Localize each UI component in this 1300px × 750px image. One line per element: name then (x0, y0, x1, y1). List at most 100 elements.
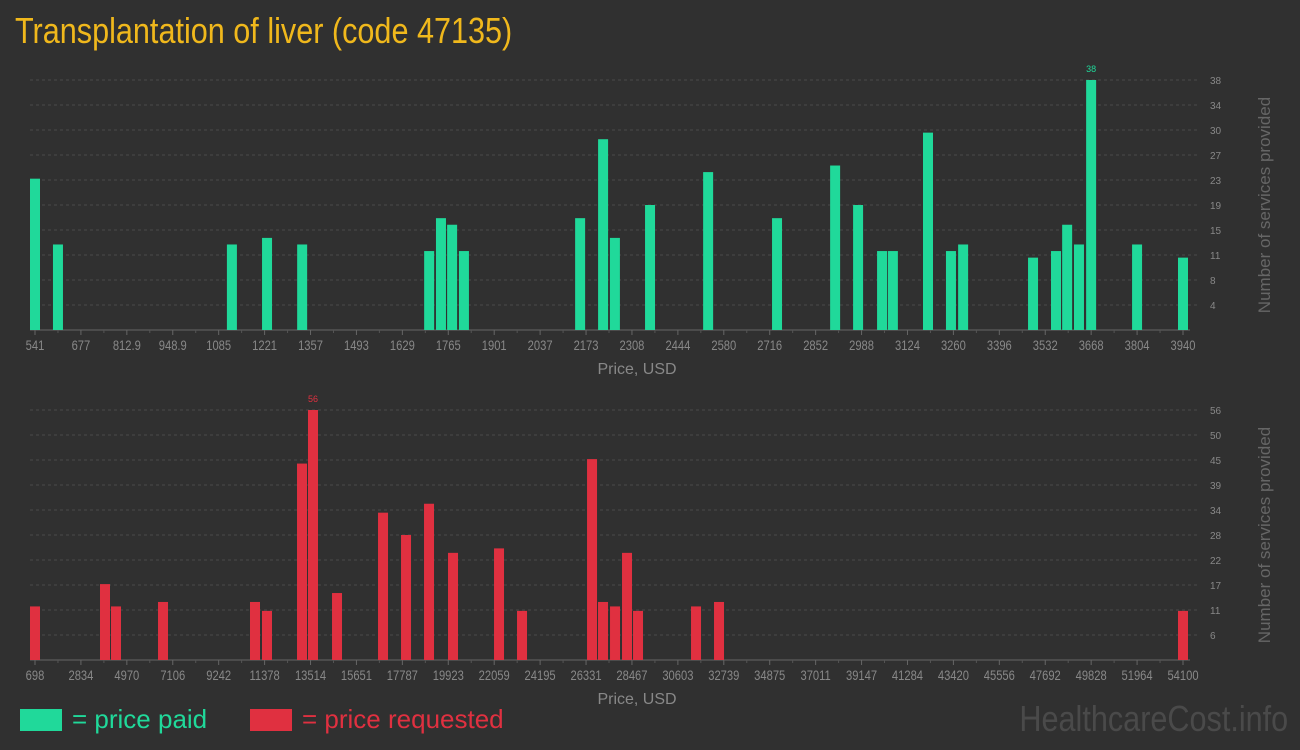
x-tick-label: 22059 (479, 668, 510, 683)
x-tick-label: 1901 (482, 338, 507, 353)
bar (877, 251, 888, 330)
page-title: Transplantation of liver (code 47135) (15, 10, 513, 51)
watermark: HealthcareCost.info (1019, 698, 1288, 739)
bar (30, 606, 40, 660)
x-tick-label: 2834 (68, 668, 93, 683)
bar (714, 601, 725, 660)
bar (645, 205, 656, 330)
x-tick-label: 45556 (984, 668, 1015, 683)
x-tick-label: 24195 (525, 668, 556, 683)
x-tick-label: 37011 (801, 668, 831, 683)
x-tick-label: 3668 (1079, 338, 1104, 353)
bar (250, 601, 261, 660)
bar (853, 205, 864, 330)
bar (587, 459, 598, 660)
bar (1073, 244, 1084, 330)
bar (378, 512, 389, 660)
bar (703, 172, 714, 330)
bar (226, 244, 237, 330)
x-tick-label: 15651 (341, 668, 372, 683)
bar (609, 237, 620, 330)
bar (424, 503, 435, 660)
y-tick-label: 17 (1210, 581, 1222, 592)
bar (1178, 257, 1188, 330)
bar (262, 237, 273, 330)
x-tick-label: 49828 (1076, 668, 1107, 683)
x-tick-label: 2308 (620, 338, 645, 353)
x-tick-label: 47692 (1030, 668, 1061, 683)
bar (887, 251, 898, 330)
bar (575, 218, 586, 330)
x-tick-label: 1629 (390, 338, 415, 353)
bar (332, 593, 343, 660)
x-axis-title: Price, USD (597, 691, 676, 708)
x-tick-label: 2173 (574, 338, 599, 353)
x-tick-label: 3260 (941, 338, 966, 353)
x-tick-label: 51964 (1122, 668, 1153, 683)
bar (1062, 224, 1073, 330)
bar (945, 251, 956, 330)
x-tick-label: 13514 (295, 668, 326, 683)
legend-paid: = price paid (20, 704, 207, 735)
x-tick-label: 2988 (849, 338, 874, 353)
bar (830, 165, 841, 330)
bar (158, 601, 169, 660)
bar (448, 552, 459, 660)
x-tick-label: 2716 (757, 338, 782, 353)
bar (1178, 610, 1188, 660)
bar (99, 584, 110, 660)
bar (458, 251, 469, 330)
y-tick-label: 56 (1210, 406, 1222, 417)
x-tick-label: 30603 (662, 668, 693, 683)
x-tick-label: 41284 (892, 668, 923, 683)
x-tick-label: 32739 (708, 668, 739, 683)
bar (1028, 257, 1039, 330)
x-tick-label: 812.9 (113, 338, 141, 353)
x-tick-label: 43420 (938, 668, 969, 683)
y-tick-label: 50 (1210, 431, 1222, 442)
max-value-label: 38 (1086, 64, 1096, 74)
bar (598, 601, 609, 660)
x-tick-label: 11378 (249, 668, 279, 683)
legend-label-paid: = price paid (72, 704, 208, 734)
x-tick-label: 7106 (160, 668, 185, 683)
y-tick-label: 27 (1210, 151, 1222, 162)
x-axis-title: Price, USD (597, 361, 676, 378)
x-tick-label: 34875 (754, 668, 785, 683)
bar (610, 606, 621, 660)
x-tick-label: 677 (72, 338, 91, 353)
x-tick-label: 9242 (206, 668, 231, 683)
x-tick-label: 2037 (528, 338, 553, 353)
bar (1051, 251, 1062, 330)
x-tick-label: 17787 (387, 668, 418, 683)
bar (923, 132, 934, 330)
bar (447, 224, 458, 330)
y-tick-label: 6 (1210, 631, 1216, 642)
legend-label-requested: = price requested (302, 704, 504, 734)
y-tick-label: 38 (1210, 76, 1222, 87)
x-tick-label: 4970 (114, 668, 139, 683)
x-tick-label: 1085 (206, 338, 231, 353)
x-tick-label: 1493 (344, 338, 369, 353)
x-tick-label: 1357 (298, 338, 323, 353)
y-tick-label: 19 (1210, 201, 1222, 212)
bar (297, 463, 308, 660)
y-tick-label: 45 (1210, 456, 1222, 467)
y-tick-label: 28 (1210, 531, 1222, 542)
x-tick-label: 3124 (895, 338, 920, 353)
bar (691, 606, 702, 660)
x-tick-label: 3940 (1171, 338, 1196, 353)
x-tick-label: 541 (26, 338, 45, 353)
legend-requested: = price requested (250, 704, 504, 735)
y-tick-label: 11 (1210, 606, 1221, 617)
x-tick-label: 19923 (433, 668, 464, 683)
y-axis-title: Number of services provided (1255, 427, 1274, 643)
bar (424, 251, 435, 330)
x-tick-label: 1765 (436, 338, 461, 353)
y-axis-title: Number of services provided (1255, 97, 1274, 313)
x-tick-label: 26331 (570, 668, 601, 683)
y-tick-label: 22 (1210, 556, 1222, 567)
y-tick-label: 34 (1210, 506, 1222, 517)
legend-swatch-paid (20, 708, 62, 731)
